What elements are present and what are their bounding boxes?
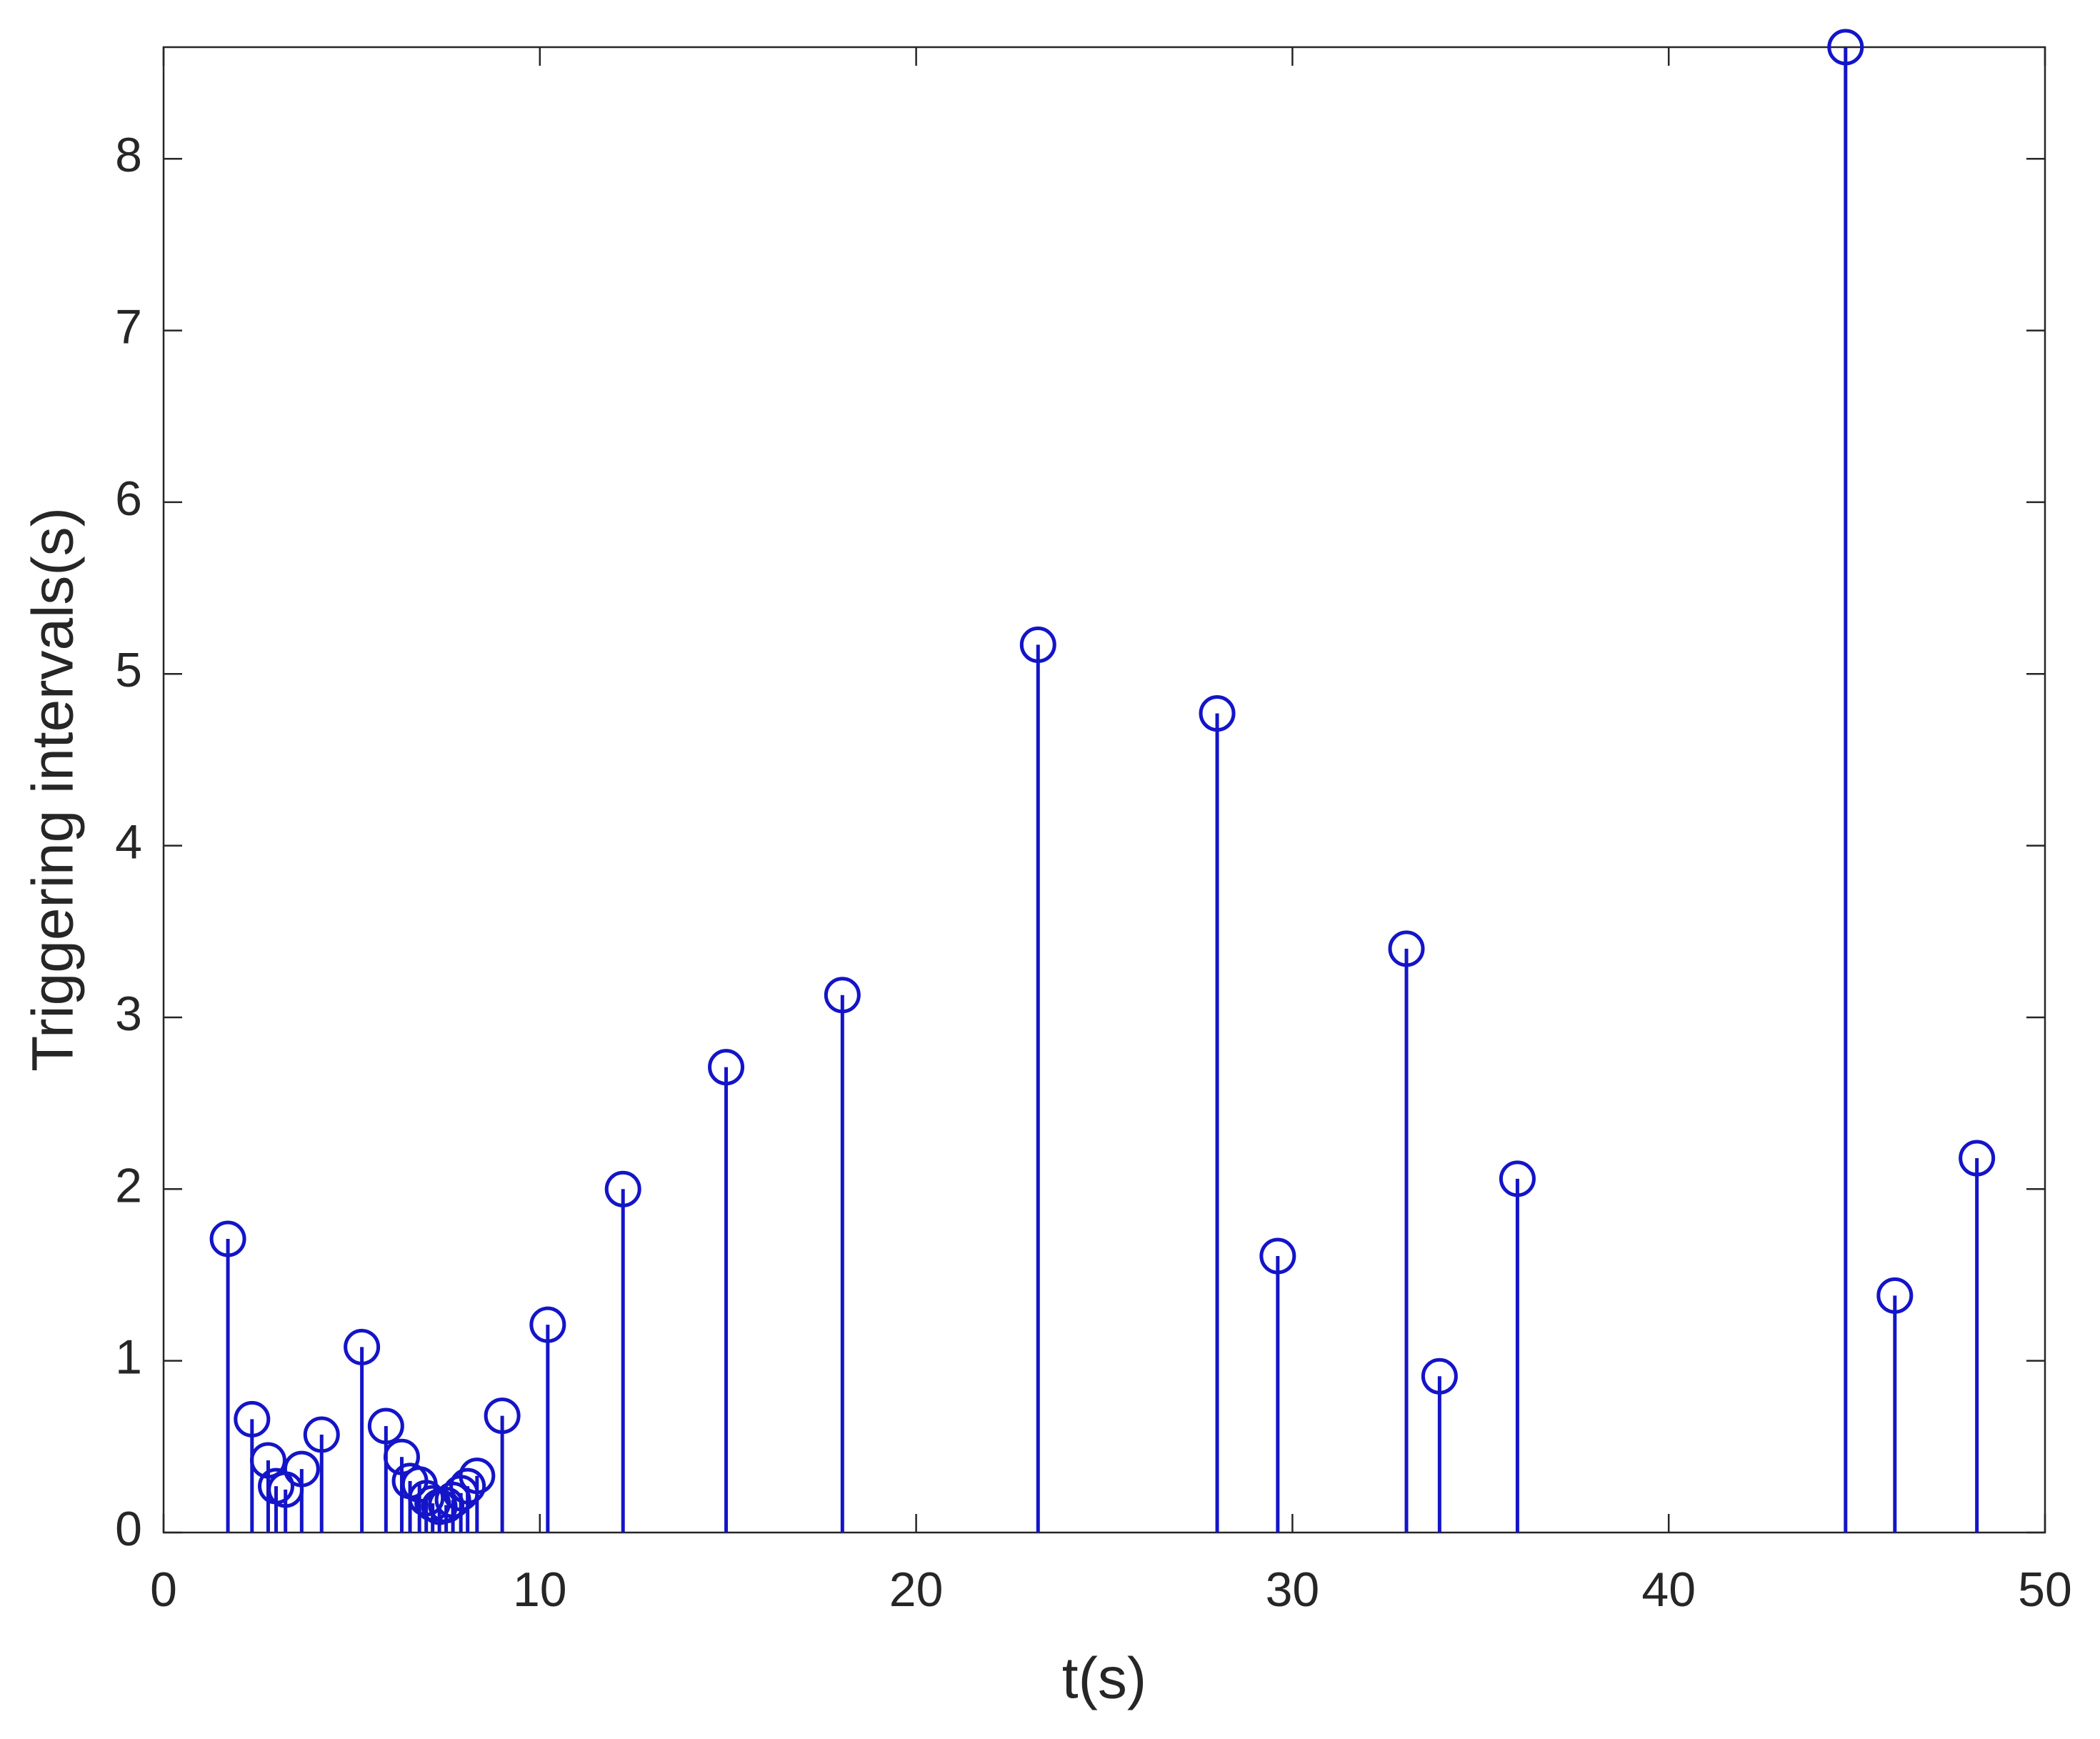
stem-marker — [1876, 1277, 1914, 1314]
stem-marker — [283, 1450, 320, 1488]
stem-marker — [529, 1306, 566, 1343]
stem-marker — [1259, 1237, 1296, 1275]
stem-marker — [383, 1438, 420, 1475]
x-tick-label: 30 — [1266, 1563, 1320, 1617]
stem-marker — [367, 1407, 404, 1445]
y-tick-label: 0 — [115, 1502, 142, 1556]
stem-marker — [708, 1049, 745, 1086]
y-tick-label: 5 — [115, 643, 142, 697]
y-tick-label: 1 — [115, 1330, 142, 1385]
stem-marker — [249, 1442, 286, 1479]
stem-marker — [1421, 1357, 1458, 1395]
stem-marker — [824, 977, 861, 1014]
stem-marker — [234, 1400, 271, 1437]
y-tick-label: 4 — [115, 815, 142, 870]
stem-marker — [209, 1220, 246, 1257]
y-tick-label: 2 — [115, 1158, 142, 1212]
stem-marker — [449, 1468, 486, 1505]
stem-marker — [1388, 930, 1425, 967]
stem-marker — [604, 1170, 641, 1207]
stem-marker — [459, 1458, 496, 1495]
x-tick-label: 10 — [513, 1563, 567, 1617]
y-tick-label: 7 — [115, 300, 142, 354]
plot-frame — [162, 46, 2046, 1534]
y-tick-label: 8 — [115, 128, 142, 182]
x-tick-label: 20 — [889, 1563, 944, 1617]
stem-marker — [303, 1416, 340, 1453]
stem-marker — [484, 1397, 521, 1435]
x-axis-label: t(s) — [1062, 1646, 1146, 1711]
y-axis-label: Triggering intervals(s) — [21, 507, 86, 1072]
x-tick-label: 40 — [1641, 1563, 1696, 1617]
stem-marker — [1959, 1140, 1996, 1177]
stem-marker — [1827, 29, 1864, 66]
stem-marker — [1199, 695, 1236, 732]
x-tick-label: 50 — [2018, 1563, 2072, 1617]
y-tick-label: 3 — [115, 987, 142, 1041]
stem-marker — [1499, 1160, 1536, 1197]
y-tick-label: 6 — [115, 472, 142, 526]
stem-marker — [344, 1328, 381, 1365]
stem-marker — [1019, 626, 1056, 663]
x-tick-label: 0 — [150, 1563, 177, 1617]
